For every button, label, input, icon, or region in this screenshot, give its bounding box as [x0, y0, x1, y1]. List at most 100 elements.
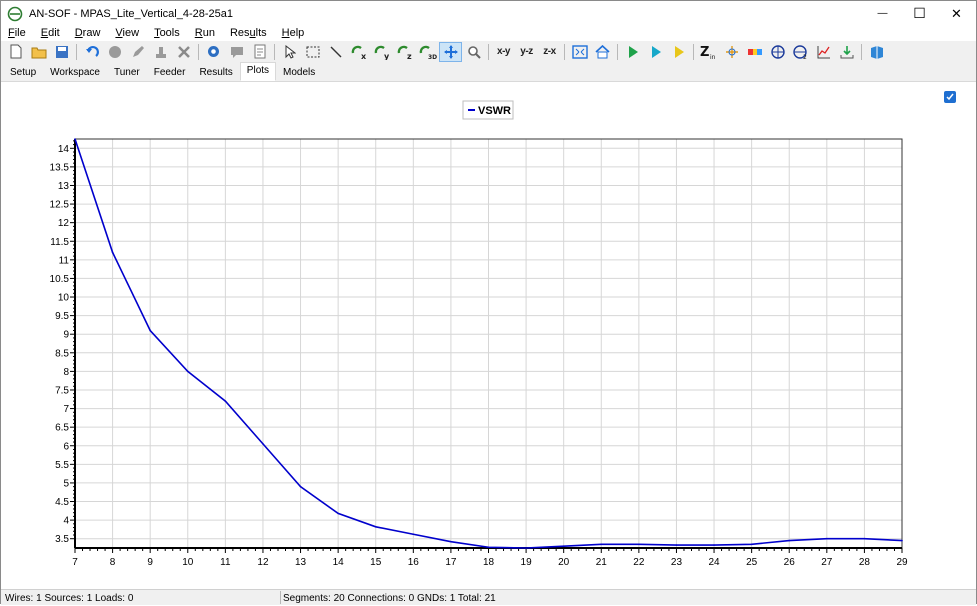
- menu-item-file[interactable]: File: [8, 27, 26, 39]
- x-tick-label: 15: [370, 557, 382, 568]
- zoom-icon[interactable]: [462, 42, 485, 62]
- x-tick-label: 12: [257, 557, 269, 568]
- nearfield-icon[interactable]: 2: [789, 42, 812, 62]
- data-point: [262, 443, 264, 445]
- y-tick-label: 5: [63, 478, 69, 489]
- y-tick-label: 13.5: [50, 162, 70, 173]
- undo-icon[interactable]: [80, 42, 103, 62]
- y-tick-label: 8: [63, 367, 69, 378]
- line-icon[interactable]: [324, 42, 347, 62]
- data-point: [412, 533, 415, 536]
- pencil-icon[interactable]: [126, 42, 149, 62]
- y-tick-label: 5.5: [55, 460, 69, 471]
- app-logo-icon: [7, 6, 23, 21]
- x-tick-label: 19: [521, 557, 533, 568]
- title-bar[interactable]: AN-SOF - MPAS_Lite_Vertical_4-28-25a1 — …: [1, 1, 976, 26]
- run-icon[interactable]: [621, 42, 644, 62]
- view-zx-button[interactable]: z-x: [543, 46, 556, 57]
- status-segments-total: Segments: 20 Connections: 0 GNDs: 1 Tota…: [283, 593, 496, 604]
- options-checkbox[interactable]: [944, 91, 956, 103]
- menu-item-results[interactable]: Results: [229, 27, 267, 39]
- book-icon[interactable]: [865, 42, 888, 62]
- notes-icon[interactable]: [248, 42, 271, 62]
- y-tick-label: 7.5: [55, 385, 69, 396]
- settings-gear-icon[interactable]: [202, 42, 225, 62]
- data-point: [713, 544, 715, 546]
- view-xy-button[interactable]: x-y: [497, 46, 510, 57]
- menu-item-view[interactable]: View: [115, 27, 140, 39]
- rotate-x-icon[interactable]: x: [347, 42, 370, 62]
- menu-item-help[interactable]: Help: [281, 27, 305, 39]
- close-button[interactable]: ✕: [951, 5, 962, 21]
- pan-icon[interactable]: [439, 41, 462, 62]
- x-tick-label: 26: [784, 557, 796, 568]
- comment-icon[interactable]: [225, 42, 248, 62]
- y-tick-label: 12: [58, 218, 70, 229]
- minimize-button[interactable]: —: [877, 8, 888, 19]
- svg-text:in: in: [710, 54, 716, 60]
- maximize-button[interactable]: ☐: [913, 5, 926, 21]
- x-tick-label: 18: [483, 557, 495, 568]
- toolbar-separator: [274, 43, 275, 60]
- data-point: [224, 400, 227, 402]
- select-arrow-icon[interactable]: [278, 42, 301, 62]
- home-view-icon[interactable]: [591, 42, 614, 62]
- menu-item-tools[interactable]: Tools: [154, 27, 180, 39]
- x-tick-label: 23: [671, 557, 683, 568]
- stop-icon[interactable]: [103, 42, 126, 62]
- save-icon[interactable]: [50, 42, 73, 62]
- stamp-icon[interactable]: [149, 42, 172, 62]
- tab-models[interactable]: Models: [283, 67, 316, 78]
- farfield-icon[interactable]: [766, 42, 789, 62]
- svg-text:3D: 3D: [428, 54, 437, 60]
- tab-bar: Setup Workspace Tuner Feeder Results Plots Mod…: [1, 62, 976, 82]
- tab-setup[interactable]: Setup: [10, 67, 37, 78]
- select-rect-icon[interactable]: [301, 42, 324, 62]
- data-point: [901, 539, 903, 542]
- data-point: [149, 329, 151, 332]
- x-tick-label: 7: [72, 557, 78, 568]
- menu-item-run[interactable]: Run: [194, 27, 215, 39]
- radiation-icon[interactable]: [743, 42, 766, 62]
- y-tick-label: 8.5: [55, 348, 69, 359]
- toolbar-separator: [693, 43, 694, 60]
- tab-results[interactable]: Results: [199, 67, 233, 78]
- tab-workspace[interactable]: Workspace: [50, 67, 100, 78]
- data-point: [374, 526, 377, 528]
- new-file-icon[interactable]: [4, 42, 27, 62]
- menu-item-draw[interactable]: Draw: [74, 27, 101, 39]
- open-folder-icon[interactable]: [27, 42, 50, 62]
- menu-item-edit[interactable]: Edit: [40, 27, 60, 39]
- view-yz-button[interactable]: y-z: [520, 46, 533, 57]
- y-tick-label: 12.5: [50, 200, 70, 211]
- rotate-z-icon[interactable]: z: [393, 42, 416, 62]
- tab-feeder[interactable]: Feeder: [153, 67, 186, 78]
- run-step-icon[interactable]: [644, 42, 667, 62]
- export-icon[interactable]: [835, 42, 858, 62]
- rotate-3d-icon[interactable]: 3D: [416, 42, 439, 62]
- data-point: [487, 546, 490, 549]
- toolbar-separator: [861, 43, 862, 60]
- vswr-chart: 7 8 9 10 11 12 13 14 15 16 17 18 19 20 21 22 23 24 25 26 27 2…: [50, 100, 908, 568]
- y-tick-label: 6.5: [55, 423, 69, 434]
- y-tick-label: 10: [58, 293, 70, 304]
- run-yellow-icon[interactable]: [667, 42, 690, 62]
- data-point: [600, 543, 603, 546]
- delete-icon[interactable]: [172, 42, 195, 62]
- x-tick-label: 29: [896, 557, 908, 568]
- legend-label: VSWR: [478, 105, 511, 117]
- tab-plots[interactable]: Plots: [239, 62, 277, 81]
- fit-view-icon[interactable]: [568, 42, 591, 62]
- currents-icon[interactable]: [720, 42, 743, 62]
- legend-box: [462, 100, 514, 120]
- rotate-y-icon[interactable]: y: [370, 42, 393, 62]
- tab-tuner[interactable]: Tuner: [113, 67, 140, 78]
- plot-icon[interactable]: [812, 42, 835, 62]
- data-point: [525, 547, 527, 549]
- svg-text:Z: Z: [700, 45, 709, 60]
- toolbar-separator: [488, 43, 489, 60]
- checkmark-icon: [946, 93, 954, 101]
